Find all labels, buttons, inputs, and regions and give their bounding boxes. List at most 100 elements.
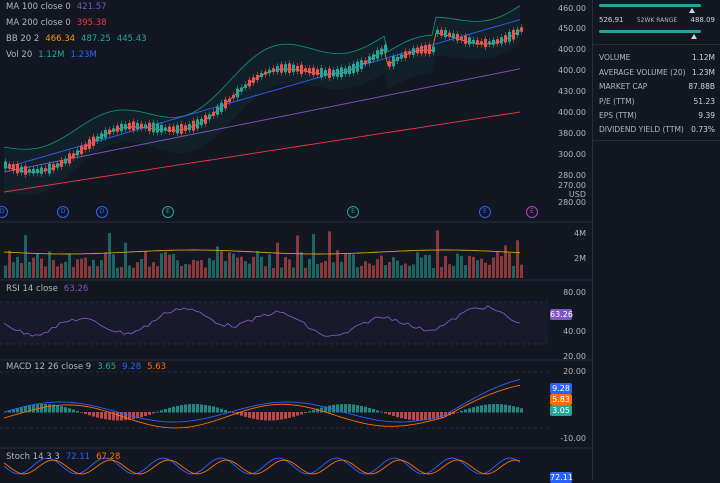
candle-body (332, 69, 335, 77)
volume-bar (416, 252, 419, 278)
macd-histogram-bar (388, 412, 391, 415)
event-marker-label: E (483, 208, 487, 215)
macd-histogram-bar (328, 405, 331, 413)
volume-bar (308, 258, 311, 278)
volume-bar (236, 257, 239, 278)
volume-bar (124, 242, 127, 278)
legend-stoch[interactable]: Stoch 14 3 3 72.11 67.28 (6, 452, 120, 462)
volume-bar (208, 258, 211, 278)
volume-bar (364, 261, 367, 278)
candle-body (16, 164, 19, 174)
macd-histogram-bar (216, 407, 219, 413)
volume-bar (108, 232, 111, 278)
volume-bar (384, 265, 387, 278)
ma100-value: 421.57 (76, 2, 107, 12)
volume-bar (96, 266, 99, 278)
macd-histogram-bar (104, 412, 107, 420)
macd-histogram-bar (412, 412, 415, 421)
range-bar-top (599, 4, 701, 7)
volume-bar (376, 259, 379, 278)
macd-histogram-bar (164, 409, 167, 413)
candle-body (400, 54, 403, 59)
legend-ma100[interactable]: MA 100 close 0 421.57 (6, 2, 107, 12)
volume-bar (264, 266, 267, 278)
volume-bar (392, 257, 395, 278)
candle-body (456, 33, 459, 41)
volume-bar (464, 265, 467, 278)
macd-histogram-bar (348, 404, 351, 413)
candle-body (488, 41, 491, 45)
stat-value: 51.23 (693, 97, 715, 106)
macd-axis-label: 20.00 (563, 367, 586, 376)
candle-body (88, 139, 91, 149)
candle-body (372, 54, 375, 60)
volume-bar (476, 260, 479, 278)
candle-body (152, 122, 155, 133)
chart-canvas[interactable] (0, 0, 592, 480)
volume-bar (292, 267, 295, 278)
candle-body (212, 111, 215, 116)
legend-ma200[interactable]: MA 200 close 0 395.38 (6, 18, 107, 28)
range-pointer-icon (689, 8, 695, 13)
macd-histogram-bar (180, 405, 183, 413)
price-axis-label: 300.00 (558, 150, 586, 159)
macd-histogram-bar (504, 404, 507, 413)
chart-area[interactable]: MA 100 close 0 421.57 MA 200 close 0 395… (0, 0, 592, 483)
macd-histogram-bar (356, 405, 359, 413)
legend-macd[interactable]: MACD 12 26 close 9 3.65 9.28 5.63 (6, 362, 166, 372)
price-axis-label: 280.00 (558, 198, 586, 207)
price-axis-label: 460.00 (558, 4, 586, 13)
candle-body (444, 30, 447, 38)
stat-key: VOLUME (599, 53, 631, 62)
event-marker-earnings[interactable]: E (479, 206, 491, 218)
price-axis-label: 270.00 (558, 181, 586, 190)
macd-histogram-bar (368, 407, 371, 413)
divider (593, 140, 720, 141)
event-marker-earnings[interactable]: D (0, 206, 8, 218)
macd-histogram-bar (32, 404, 35, 413)
macd-histogram-bar (448, 412, 451, 416)
volume-bar (88, 266, 91, 278)
candle-body (156, 123, 159, 133)
volume-bar (172, 253, 175, 278)
volume-bar (496, 250, 499, 278)
price-axis-label: 400.00 (558, 108, 586, 117)
legend-bb[interactable]: BB 20 2 466.34 487.25 445.43 (6, 34, 147, 44)
macd-histogram-bar (456, 412, 459, 413)
legend-rsi[interactable]: RSI 14 close 63.26 (6, 284, 88, 294)
price-axis-label: 430.00 (558, 87, 586, 96)
volume-bar (192, 259, 195, 278)
legend-volume[interactable]: Vol 20 1.12M 1.23M (6, 50, 97, 60)
volume-bar (32, 257, 35, 278)
bb-basis-value: 466.34 (45, 34, 76, 44)
macd-histogram-bar (204, 404, 207, 413)
candle-body (480, 41, 483, 45)
candle-body (384, 44, 387, 53)
stat-key: DIVIDEND YIELD (TTM) (599, 125, 684, 134)
event-marker-dividend[interactable]: D (96, 206, 108, 218)
macd-histogram-bar (52, 404, 55, 413)
event-marker-earnings[interactable]: E (526, 206, 538, 218)
candle-body (28, 169, 31, 173)
volume-bar (420, 257, 423, 278)
candle-body (288, 63, 291, 73)
event-marker-dividend[interactable]: D (57, 206, 69, 218)
macd-histogram-bar (8, 410, 11, 413)
macd-histogram-bar (452, 412, 455, 414)
candle-body (316, 69, 319, 75)
macd-histogram-bar (172, 406, 175, 413)
candle-body (24, 166, 27, 175)
stat-row: MARKET CAP 87.88B (599, 82, 715, 91)
candle-body (364, 60, 367, 65)
macd-line (3, 378, 521, 423)
event-marker-earnings[interactable]: E (347, 206, 359, 218)
candle-body (268, 69, 271, 74)
event-marker-earnings[interactable]: E (162, 206, 174, 218)
range-label: 52WK RANGE (636, 17, 678, 24)
macd-histogram-bar (480, 405, 483, 413)
candle-body (232, 95, 235, 99)
macd-histogram-bar (56, 405, 59, 413)
candle-body (184, 125, 187, 131)
vol-value: 1.12M (38, 50, 65, 60)
price-axis-currency: USD (568, 190, 586, 199)
